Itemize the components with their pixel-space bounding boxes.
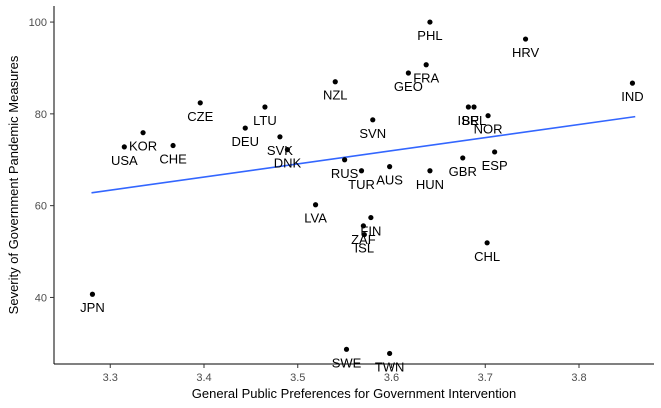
data-point-nor: [485, 113, 491, 119]
data-point-nzl: [332, 79, 338, 85]
point-label-jpn: JPN: [80, 300, 105, 315]
point-label-nor: NOR: [474, 122, 503, 137]
point-label-usa: USA: [111, 153, 138, 168]
trend-line: [91, 115, 636, 194]
point-label-che: CHE: [159, 152, 187, 167]
point-label-fra: FRA: [413, 71, 439, 86]
point-label-isr: ISR: [458, 113, 480, 128]
point-label-isl: ISL: [355, 241, 375, 256]
point-label-rus: RUS: [331, 166, 359, 181]
data-point-phl: [427, 19, 433, 25]
point-label-fin: FIN: [360, 224, 381, 239]
point-label-gbr: GBR: [449, 164, 477, 179]
y-tick-label: 60: [35, 201, 47, 213]
data-point-ind: [629, 80, 636, 86]
point-label-cze: CZE: [187, 109, 213, 124]
data-point-swe: [343, 346, 350, 352]
point-label-tur: TUR: [348, 177, 375, 192]
point-label-ind: IND: [621, 89, 643, 104]
point-label-chl: CHL: [474, 249, 500, 264]
x-tick-label: 3.6: [384, 372, 399, 384]
point-label-aus: AUS: [376, 173, 403, 188]
data-point-bel: [471, 104, 477, 110]
data-point-geo: [405, 70, 411, 76]
plot-panel: [53, 6, 654, 365]
data-point-cze: [197, 100, 203, 106]
data-point-hrv: [522, 36, 529, 42]
data-point-chl: [484, 240, 490, 246]
data-point-hun: [427, 168, 433, 174]
data-point-zaf: [360, 223, 366, 229]
point-label-hrv: HRV: [512, 45, 540, 60]
trend-layer: [91, 115, 636, 194]
point-label-bel: BEL: [462, 113, 487, 128]
data-point-usa: [121, 144, 127, 150]
data-point-gbr: [460, 155, 466, 161]
x-tick-label: 3.7: [478, 372, 493, 384]
y-axis-title: Severity of Government Pandemic Measures: [6, 55, 21, 314]
data-point-esp: [492, 149, 498, 155]
data-point-deu: [242, 125, 248, 131]
point-label-esp: ESP: [482, 158, 508, 173]
data-point-isl: [361, 231, 367, 238]
point-label-zaf: ZAF: [351, 232, 376, 247]
data-point-lva: [312, 202, 319, 208]
point-label-phl: PHL: [417, 28, 442, 43]
point-label-geo: GEO: [394, 79, 423, 94]
data-point-svk: [277, 134, 283, 140]
point-label-dnk: DNK: [274, 156, 302, 171]
x-tick-label: 3.3: [103, 372, 118, 384]
data-point-fin: [368, 214, 374, 221]
data-point-twn: [387, 350, 393, 357]
y-axis-ticks: 40 60 80 100: [29, 17, 54, 304]
point-label-ltu: LTU: [253, 113, 277, 128]
data-point-kor: [140, 130, 146, 136]
x-axis-title: General Public Preferences for Governmen…: [192, 386, 516, 401]
data-point-che: [170, 142, 176, 149]
data-point-ltu: [262, 104, 268, 110]
point-label-twn: TWN: [375, 359, 405, 374]
data-point-fra: [423, 62, 429, 68]
point-label-lva: LVA: [304, 211, 327, 226]
x-axis-ticks: 3.3 3.4 3.5 3.6 3.7 3.8: [103, 364, 587, 384]
points-layer: [89, 19, 636, 357]
data-point-tur: [358, 168, 365, 174]
y-tick-label: 100: [29, 17, 47, 29]
x-tick-label: 3.8: [571, 372, 586, 384]
data-point-jpn: [89, 291, 96, 297]
data-point-rus: [342, 157, 348, 163]
data-point-dnk: [284, 147, 291, 153]
point-label-svk: SVK: [267, 143, 293, 158]
point-label-svn: SVN: [359, 126, 386, 141]
data-point-isr: [465, 104, 471, 110]
x-tick-label: 3.4: [196, 372, 211, 384]
point-label-hun: HUN: [416, 177, 444, 192]
data-point-svn: [370, 117, 376, 123]
point-label-swe: SWE: [332, 355, 362, 370]
y-tick-label: 40: [35, 292, 47, 304]
data-point-aus: [387, 164, 393, 170]
point-label-nzl: NZL: [323, 88, 348, 103]
x-tick-label: 3.5: [290, 372, 305, 384]
y-tick-label: 80: [35, 109, 47, 121]
point-label-deu: DEU: [232, 134, 259, 149]
point-label-kor: KOR: [129, 139, 157, 154]
